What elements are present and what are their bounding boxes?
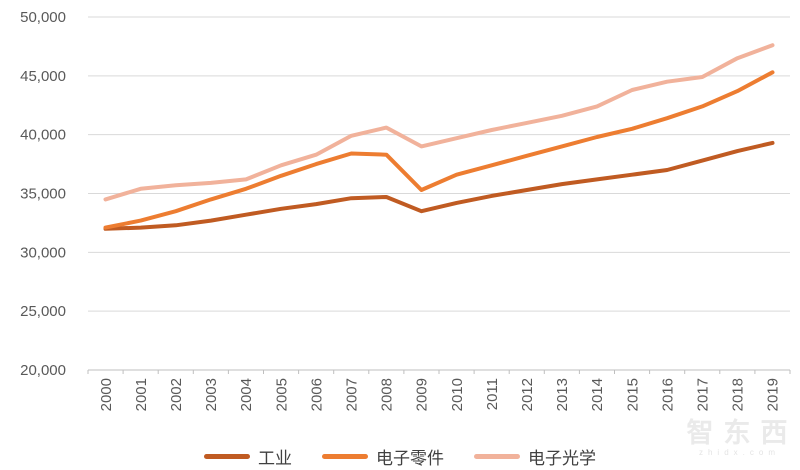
legend-swatch-industry — [204, 453, 250, 459]
x-axis-tick-label: 2007 — [344, 378, 361, 411]
legend-item-electro-optics: 电子光学 — [474, 444, 596, 469]
x-axis-tick-label: 2018 — [730, 378, 747, 411]
y-axis-tick-label: 20,000 — [20, 362, 66, 379]
y-axis-tick-label: 25,000 — [20, 303, 66, 320]
x-axis-tick-label: 2014 — [589, 378, 606, 411]
x-axis-tick-label: 2017 — [695, 378, 712, 411]
y-axis-tick-label: 30,000 — [20, 244, 66, 261]
y-axis-tick-label: 35,000 — [20, 186, 66, 203]
series-line-2 — [103, 43, 775, 202]
x-axis-tick-label: 2011 — [484, 378, 501, 410]
legend-swatch-electro-optics — [474, 453, 520, 459]
legend-swatch-electronic-parts — [322, 453, 368, 459]
x-axis-tick-label: 2001 — [133, 378, 150, 411]
legend-label-industry: 工业 — [258, 448, 292, 468]
series-line-0 — [103, 140, 775, 231]
y-axis-tick-label: 50,000 — [20, 9, 66, 26]
series-line-1 — [103, 70, 775, 230]
legend-item-electronic-parts: 电子零件 — [322, 444, 444, 469]
legend-label-electronic-parts: 电子零件 — [376, 448, 444, 468]
x-axis-tick-label: 2010 — [449, 378, 466, 411]
x-axis-tick-label: 2002 — [168, 378, 185, 411]
legend-label-electro-optics: 电子光学 — [528, 448, 596, 468]
x-axis-tick-label: 2006 — [308, 378, 325, 411]
y-axis-tick-label: 40,000 — [20, 127, 66, 144]
x-axis-tick-label: 2015 — [624, 378, 641, 411]
x-axis-tick-label: 2019 — [765, 378, 782, 411]
y-axis-tick-label: 45,000 — [20, 68, 66, 85]
x-axis-tick-label: 2008 — [379, 378, 396, 411]
x-axis-tick-label: 2005 — [273, 378, 290, 411]
x-axis-tick-label: 2003 — [203, 378, 220, 411]
x-axis-tick-label: 2004 — [238, 378, 255, 411]
x-axis-tick-label: 2013 — [554, 378, 571, 411]
legend-item-industry: 工业 — [204, 444, 292, 469]
chart-legend: 工业 电子零件 电子光学 — [0, 443, 800, 469]
x-axis-tick-label: 2012 — [519, 378, 536, 411]
x-axis-tick-label: 2009 — [414, 378, 431, 411]
x-axis-tick-label: 2000 — [98, 378, 115, 411]
x-axis-tick-label: 2016 — [659, 378, 676, 411]
